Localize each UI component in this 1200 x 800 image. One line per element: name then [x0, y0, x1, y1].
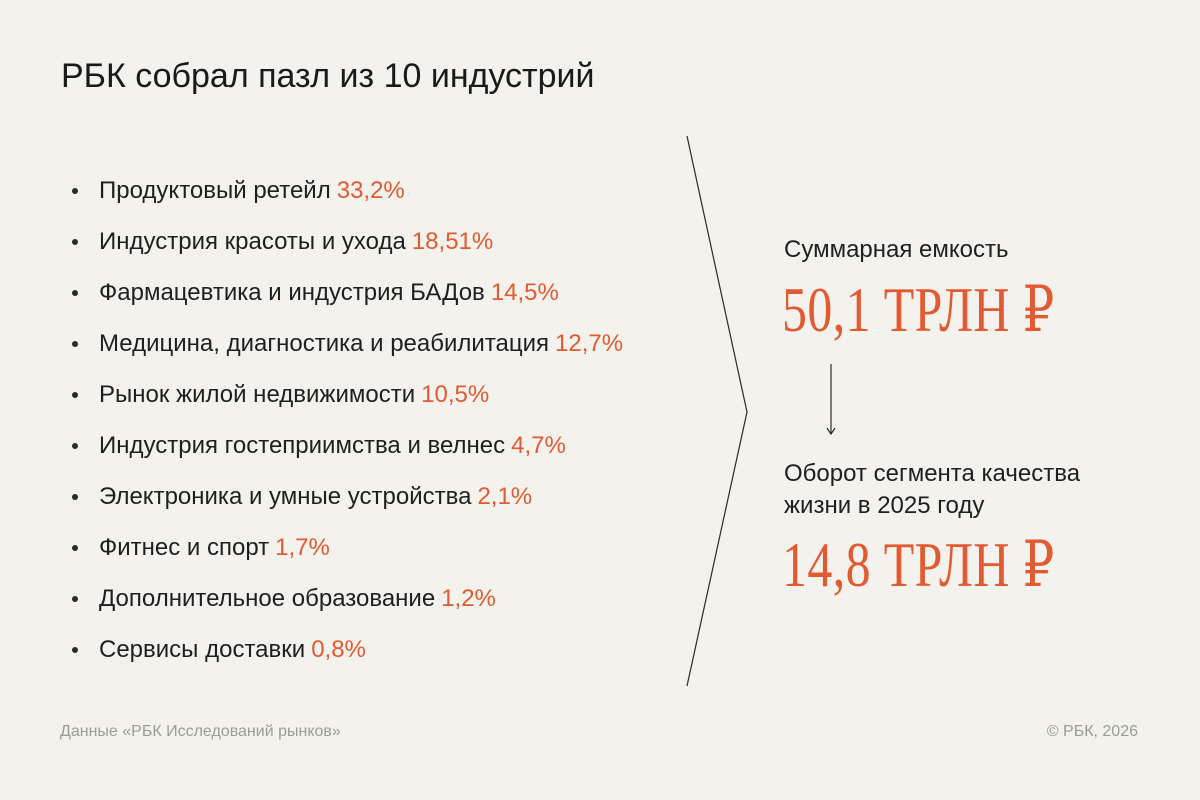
industry-name: Фармацевтика и индустрия БАДов — [99, 278, 485, 306]
industry-name: Индустрия красоты и ухода — [99, 227, 406, 255]
bullet-icon — [72, 646, 78, 653]
source-note: Данные «РБК Исследований рынков» — [60, 723, 341, 740]
industry-item-pharma: Фармацевтика и индустрия БАДов 14,5% — [72, 267, 623, 318]
page-title: РБК собрал пазл из 10 индустрий — [61, 57, 595, 95]
industry-name: Электроника и умные устройства — [99, 482, 472, 510]
industry-share: 1,7% — [275, 533, 330, 561]
industry-name: Медицина, диагностика и реабилитация — [99, 329, 550, 357]
total-capacity-label: Суммарная емкость — [784, 236, 1009, 263]
industry-share: 33,2% — [336, 176, 405, 204]
industry-name: Дополнительное образование — [99, 584, 436, 612]
industry-share: 10,5% — [421, 380, 490, 408]
bullet-icon — [72, 289, 78, 296]
chevron-right-icon — [686, 135, 748, 687]
industry-name: Индустрия гостеприимства и велнес — [99, 431, 506, 459]
industry-name: Рынок жилой недвижимости — [99, 380, 416, 408]
industry-name: Сервисы доставки — [99, 635, 306, 663]
bullet-icon — [72, 340, 78, 347]
industry-name: Фитнес и спорт — [99, 533, 270, 561]
industry-share: 18,51% — [411, 227, 494, 255]
industry-item-medicine: Медицина, диагностика и реабилитация 12,… — [72, 318, 623, 369]
industry-item-beauty: Индустрия красоты и ухода 18,51% — [72, 216, 623, 267]
industry-share: 1,2% — [441, 584, 496, 612]
industry-share: 12,7% — [555, 329, 624, 357]
industry-share: 0,8% — [311, 635, 366, 663]
industry-share: 4,7% — [511, 431, 566, 459]
bullet-icon — [72, 595, 78, 602]
bullet-icon — [72, 544, 78, 551]
turnover-label: Оборот сегмента качества жизни в 2025 го… — [784, 458, 1080, 523]
bullet-icon — [72, 442, 78, 449]
turnover-label-line-2: жизни в 2025 году — [784, 492, 985, 520]
industry-name: Продуктовый ретейл — [99, 176, 331, 204]
industry-share: 2,1% — [477, 482, 533, 510]
industry-item-hospitality: Индустрия гостеприимства и велнес 4,7% — [72, 420, 623, 471]
industry-item-delivery: Сервисы доставки 0,8% — [72, 624, 623, 675]
arrow-down-icon — [826, 364, 836, 436]
industry-item-electronics: Электроника и умные устройства 2,1% — [72, 471, 623, 522]
industry-item-education: Дополнительное образование 1,2% — [72, 573, 623, 624]
total-capacity-value: 50,1 ТРЛН ₽ — [782, 274, 1055, 345]
industry-share: 14,5% — [490, 278, 559, 306]
industry-item-grocery-retail: Продуктовый ретейл 33,2% — [72, 165, 623, 216]
industry-list: Продуктовый ретейл 33,2% Индустрия красо… — [72, 165, 623, 675]
industry-item-real-estate: Рынок жилой недвижимости 10,5% — [72, 369, 623, 420]
turnover-label-line-1: Оборот сегмента качества — [784, 460, 1081, 487]
bullet-icon — [72, 187, 78, 194]
turnover-value: 14,8 ТРЛН ₽ — [782, 529, 1055, 600]
bullet-icon — [72, 238, 78, 245]
industry-item-fitness: Фитнес и спорт 1,7% — [72, 522, 623, 573]
copyright-note: © РБК, 2026 — [1046, 723, 1138, 740]
bullet-icon — [72, 391, 78, 398]
bullet-icon — [72, 493, 78, 500]
